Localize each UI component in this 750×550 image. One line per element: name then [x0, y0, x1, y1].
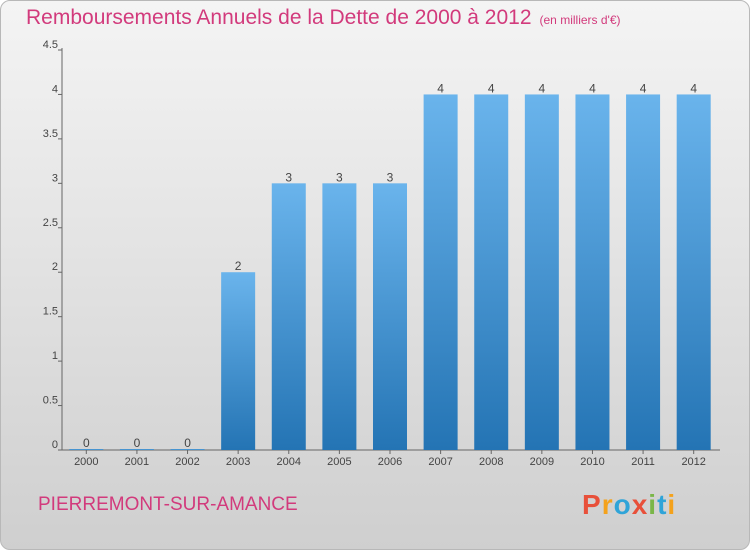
bar [474, 94, 509, 450]
bar-value-label: 4 [437, 81, 444, 95]
x-tick-label: 2005 [327, 456, 351, 468]
bar [322, 183, 357, 451]
y-tick-label: 0.5 [43, 395, 58, 407]
bar [221, 272, 256, 450]
y-tick-label: 0 [52, 439, 58, 451]
bar [373, 183, 407, 451]
y-tick-label: 2.5 [43, 217, 58, 229]
x-tick-label: 2001 [125, 456, 149, 468]
bar-value-label: 4 [690, 81, 697, 95]
x-tick-label: 2006 [378, 456, 402, 468]
bar [676, 94, 711, 450]
x-tick-label: 2011 [631, 456, 655, 468]
proxiti-logo: Proxiti [582, 489, 676, 521]
bar [423, 94, 458, 450]
y-tick-label: 1 [52, 350, 58, 362]
logo-letter: o [613, 489, 632, 520]
bar-value-label: 0 [83, 436, 90, 450]
bar-value-label: 0 [134, 436, 141, 450]
bar [170, 449, 205, 450]
x-tick-label: 2007 [428, 456, 452, 468]
bar [271, 183, 306, 451]
y-tick-label: 4 [52, 83, 58, 95]
logo-letter: t [657, 489, 668, 520]
x-tick-label: 2003 [226, 456, 250, 468]
y-tick-label: 2 [52, 261, 58, 273]
y-tick-label: 3.5 [43, 128, 58, 140]
logo-letter: i [648, 489, 658, 520]
bar-value-label: 4 [488, 81, 495, 95]
logo-letter: P [582, 489, 602, 520]
bar [626, 94, 661, 450]
bar-value-label: 3 [285, 170, 292, 184]
y-tick-label: 3 [52, 172, 58, 184]
bar-value-label: 2 [235, 259, 242, 273]
x-tick-label: 2002 [175, 456, 199, 468]
bar-value-label: 0 [184, 436, 191, 450]
bar-value-label: 3 [387, 170, 394, 184]
bar [119, 449, 154, 450]
chart-title-block: Remboursements Annuels de la Dette de 20… [26, 6, 621, 30]
logo-letter: x [631, 489, 649, 520]
y-tick-label: 1.5 [43, 306, 58, 318]
x-tick-label: 2012 [681, 456, 705, 468]
logo-letter: r [601, 489, 614, 520]
x-tick-label: 2009 [530, 456, 554, 468]
bar [69, 449, 104, 450]
commune-name: PIERREMONT-SUR-AMANCE [38, 494, 298, 515]
x-tick-label: 2000 [74, 456, 98, 468]
bar-value-label: 4 [589, 81, 596, 95]
x-tick-label: 2004 [277, 456, 301, 468]
chart-unit: (en milliers d'€) [539, 13, 621, 27]
bar [575, 94, 610, 450]
bar [524, 94, 559, 450]
bar-value-label: 4 [539, 81, 546, 95]
y-tick-label: 4.5 [43, 39, 58, 51]
logo-letter: i [667, 489, 677, 520]
chart-title: Remboursements Annuels de la Dette de 20… [26, 6, 532, 29]
x-tick-label: 2010 [580, 456, 604, 468]
bar-value-label: 4 [640, 81, 647, 95]
bar-value-label: 3 [336, 170, 343, 184]
x-tick-label: 2008 [479, 456, 503, 468]
